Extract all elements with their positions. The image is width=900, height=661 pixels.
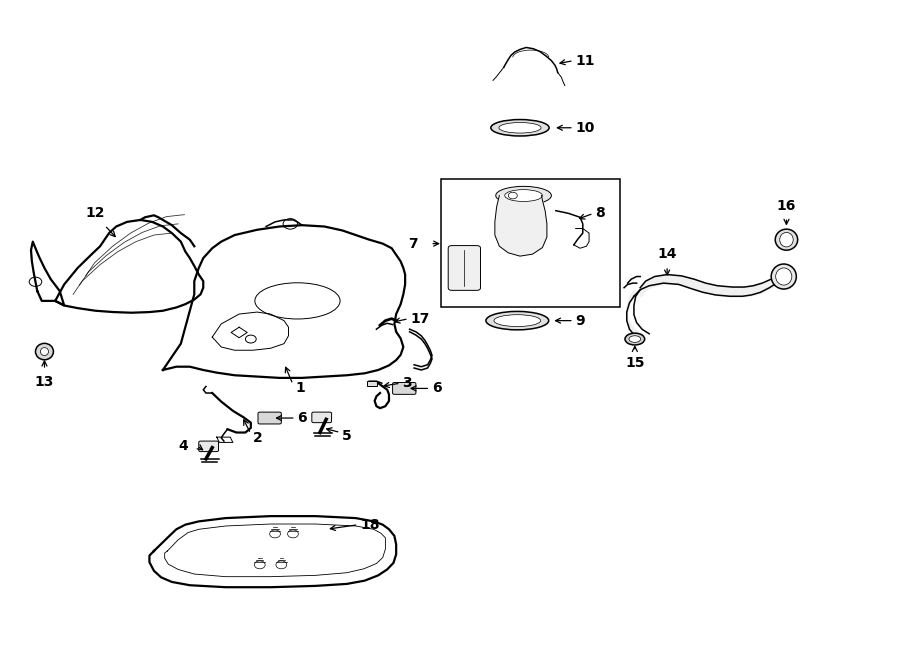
Text: 8: 8: [596, 206, 605, 220]
FancyBboxPatch shape: [366, 381, 377, 387]
Ellipse shape: [40, 348, 49, 356]
Bar: [441, 179, 620, 307]
Text: 1: 1: [296, 381, 305, 395]
Text: 6: 6: [298, 411, 307, 425]
Ellipse shape: [494, 315, 541, 327]
Text: 5: 5: [342, 429, 352, 443]
Ellipse shape: [779, 233, 793, 247]
Text: 4: 4: [178, 439, 188, 453]
Ellipse shape: [35, 343, 53, 360]
Text: 15: 15: [626, 356, 644, 369]
Text: 2: 2: [253, 431, 263, 445]
Ellipse shape: [491, 120, 549, 136]
Ellipse shape: [775, 229, 797, 251]
Ellipse shape: [776, 268, 792, 285]
FancyBboxPatch shape: [392, 383, 416, 395]
Polygon shape: [495, 196, 547, 256]
FancyBboxPatch shape: [448, 246, 481, 290]
Polygon shape: [31, 242, 64, 305]
Ellipse shape: [771, 264, 796, 289]
FancyBboxPatch shape: [199, 441, 219, 451]
Ellipse shape: [486, 311, 549, 330]
Text: 14: 14: [657, 247, 677, 261]
Polygon shape: [163, 225, 405, 378]
Text: 7: 7: [408, 237, 418, 251]
FancyBboxPatch shape: [258, 412, 282, 424]
Text: 16: 16: [777, 200, 797, 214]
Text: 11: 11: [576, 54, 595, 67]
Text: 17: 17: [410, 311, 430, 326]
Text: 9: 9: [576, 313, 585, 328]
Polygon shape: [212, 312, 289, 350]
Ellipse shape: [629, 336, 641, 342]
Ellipse shape: [499, 122, 541, 133]
Polygon shape: [55, 220, 203, 313]
Text: 10: 10: [576, 121, 595, 135]
Ellipse shape: [625, 333, 644, 345]
Text: 13: 13: [35, 375, 54, 389]
Polygon shape: [149, 516, 396, 587]
Text: 18: 18: [360, 518, 380, 531]
FancyBboxPatch shape: [311, 412, 331, 422]
Ellipse shape: [505, 190, 543, 202]
Text: 6: 6: [432, 381, 442, 395]
Text: 12: 12: [86, 206, 105, 220]
Ellipse shape: [496, 186, 552, 205]
Text: 3: 3: [402, 376, 412, 390]
